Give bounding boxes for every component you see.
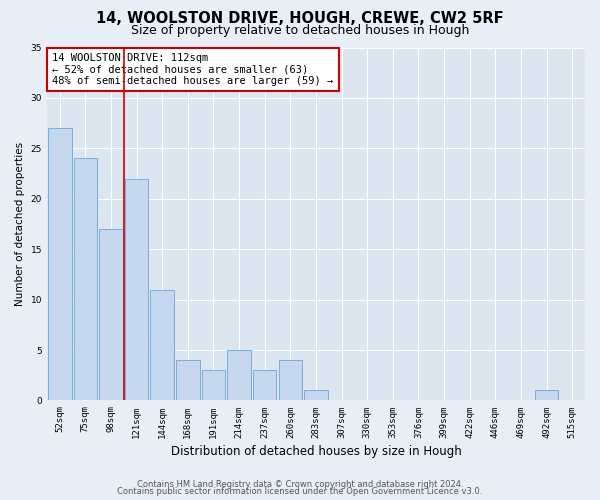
Bar [202,370,225,400]
Bar [304,390,328,400]
Bar [151,290,174,401]
Text: 14 WOOLSTON DRIVE: 112sqm
← 52% of detached houses are smaller (63)
48% of semi-: 14 WOOLSTON DRIVE: 112sqm ← 52% of detac… [52,53,334,86]
Bar [535,390,559,400]
Bar [253,370,277,400]
Bar [227,350,251,401]
Bar [74,158,97,400]
Bar [99,229,123,400]
Bar [125,178,148,400]
Text: Contains public sector information licensed under the Open Government Licence v3: Contains public sector information licen… [118,488,482,496]
Y-axis label: Number of detached properties: Number of detached properties [15,142,25,306]
X-axis label: Distribution of detached houses by size in Hough: Distribution of detached houses by size … [170,444,461,458]
Bar [278,360,302,401]
Text: 14, WOOLSTON DRIVE, HOUGH, CREWE, CW2 5RF: 14, WOOLSTON DRIVE, HOUGH, CREWE, CW2 5R… [96,11,504,26]
Text: Size of property relative to detached houses in Hough: Size of property relative to detached ho… [131,24,469,37]
Bar [176,360,200,401]
Text: Contains HM Land Registry data © Crown copyright and database right 2024.: Contains HM Land Registry data © Crown c… [137,480,463,489]
Bar [48,128,71,400]
